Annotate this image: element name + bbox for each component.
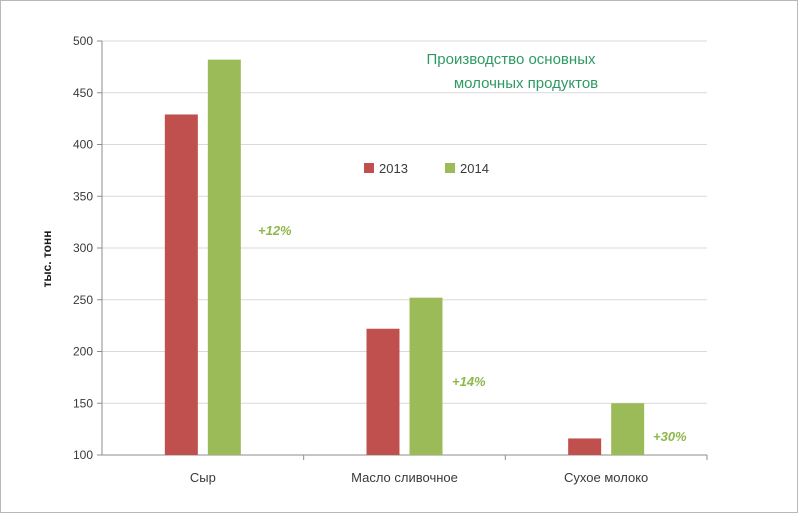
bars — [164, 59, 645, 456]
y-tick-label-200: 200 — [73, 345, 93, 359]
annotation-cheese: +12% — [258, 223, 292, 238]
y-tick-label-450: 450 — [73, 86, 93, 100]
y-tick-label-100: 100 — [73, 448, 93, 462]
x-category-label-0: Сыр — [190, 470, 216, 485]
bar-2013-2 — [568, 438, 602, 455]
grid-lines — [102, 40, 707, 404]
y-tick-label-400: 400 — [73, 138, 93, 152]
legend-swatch-2014 — [445, 163, 455, 173]
y-tick-label-350: 350 — [73, 189, 93, 203]
y-tick-label-300: 300 — [73, 241, 93, 255]
bar-2014-1 — [409, 297, 443, 455]
y-tick-label-500: 500 — [73, 34, 93, 48]
tick-labels: 100 150 200 250 300 350 400 450 500 Сыр Масло слив… — [73, 34, 648, 485]
legend-label-2014: 2014 — [460, 161, 489, 176]
legend-swatch-2013 — [364, 163, 374, 173]
bar-2014-2 — [611, 403, 645, 455]
y-tick-label-150: 150 — [73, 396, 93, 410]
y-tick-label-250: 250 — [73, 293, 93, 307]
axes — [97, 40, 708, 460]
annotation-butter: +14% — [452, 374, 486, 389]
chart-title-line-2: молочных продуктов — [454, 75, 598, 92]
bar-2013-1 — [366, 328, 400, 455]
legend-label-2013: 2013 — [379, 161, 408, 176]
y-axis-label: тыс. тонн — [40, 230, 54, 287]
bar-2014-0 — [207, 59, 241, 455]
x-category-label-1: Масло сливочное — [351, 470, 458, 485]
legend: 2013 2014 — [364, 161, 489, 176]
bar-2013-0 — [164, 114, 198, 456]
chart-title-line-1: Производство основных — [427, 51, 596, 68]
annotation-milk-powder: +30% — [653, 429, 687, 444]
x-category-label-2: Сухое молоко — [564, 470, 648, 485]
